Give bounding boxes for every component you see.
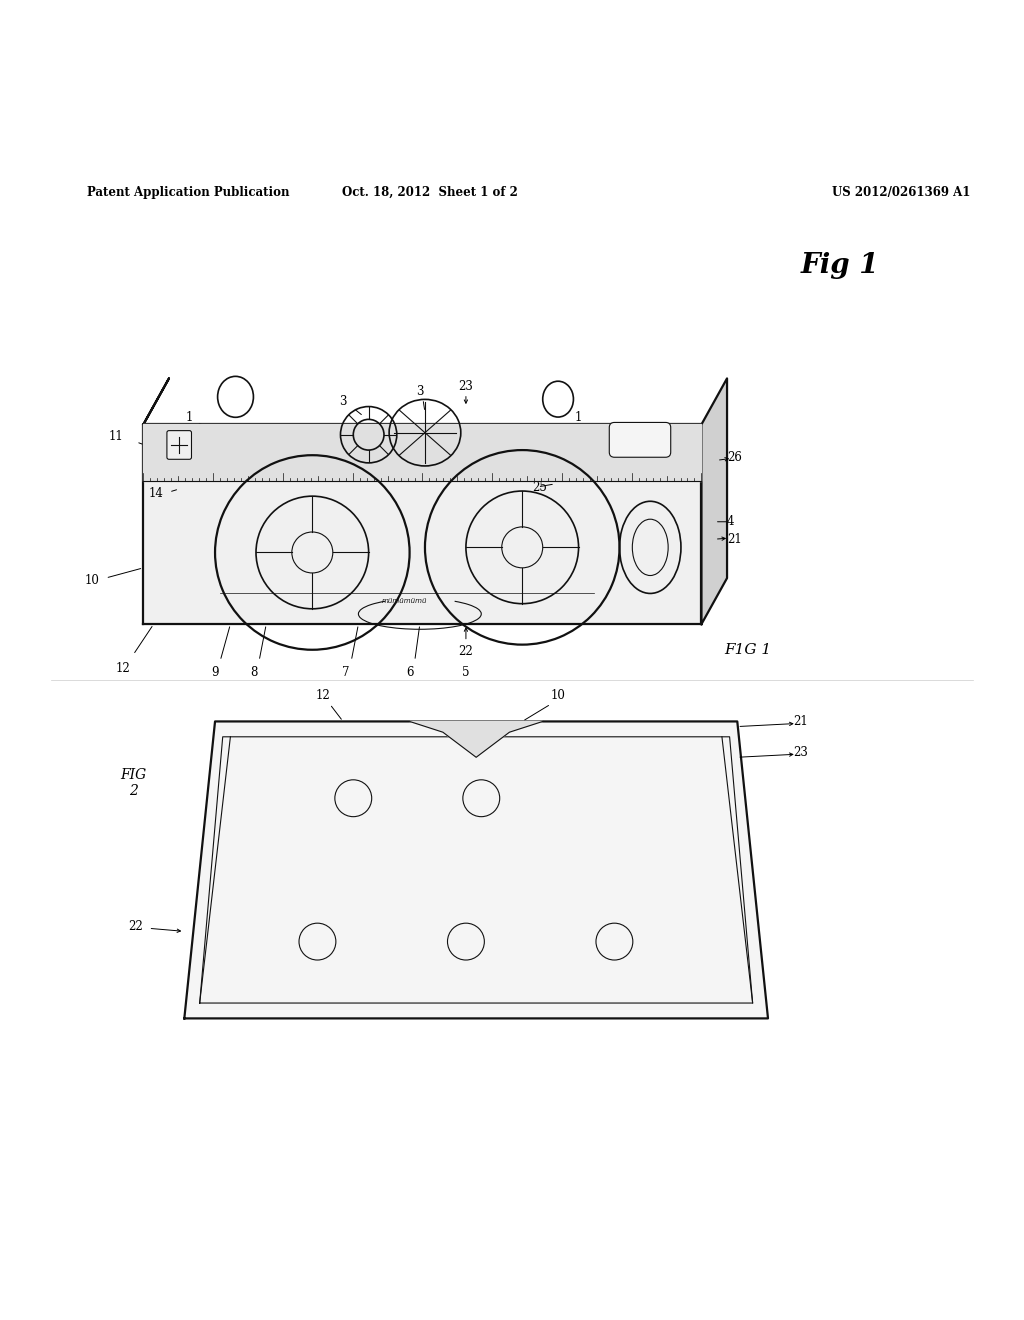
FancyBboxPatch shape [609,422,671,457]
Text: 1: 1 [185,411,194,424]
Text: 12: 12 [116,661,130,675]
Text: 5: 5 [462,665,470,678]
Circle shape [335,780,372,817]
Text: 10: 10 [551,689,565,702]
Polygon shape [143,425,701,624]
Polygon shape [143,379,169,425]
Text: 2: 2 [649,430,657,444]
Polygon shape [184,722,768,1019]
Text: mümümümü: mümümümü [382,598,427,603]
Text: 6: 6 [406,665,414,678]
Polygon shape [410,722,543,758]
Text: FIG
2: FIG 2 [120,768,146,799]
Text: 23: 23 [794,746,809,759]
Text: 14: 14 [148,487,164,499]
Circle shape [447,923,484,960]
Text: Oct. 18, 2012  Sheet 1 of 2: Oct. 18, 2012 Sheet 1 of 2 [342,186,518,198]
Text: 22: 22 [129,920,143,933]
Circle shape [463,780,500,817]
Text: Patent Application Publication: Patent Application Publication [87,186,290,198]
Text: 1: 1 [574,411,583,424]
Text: Fig 1: Fig 1 [801,252,879,280]
Text: 7: 7 [342,665,350,678]
Text: 23: 23 [459,380,473,393]
Text: 3: 3 [416,385,424,399]
Text: 22: 22 [459,645,473,659]
Text: 9: 9 [211,665,219,678]
Text: US 2012/0261369 A1: US 2012/0261369 A1 [831,186,971,198]
Text: 3: 3 [339,396,347,408]
Circle shape [299,923,336,960]
Text: 10: 10 [85,574,99,586]
Text: 11: 11 [109,430,123,444]
Text: 25: 25 [532,482,548,495]
Circle shape [596,923,633,960]
Text: 12: 12 [315,689,330,702]
Polygon shape [143,425,701,480]
Text: 26: 26 [727,450,742,463]
Text: F1G 1: F1G 1 [724,643,771,657]
Text: 21: 21 [794,715,808,727]
FancyBboxPatch shape [167,430,191,459]
Text: 21: 21 [727,533,741,545]
Text: 8: 8 [250,665,258,678]
Text: 4: 4 [727,515,734,528]
Polygon shape [701,379,727,624]
